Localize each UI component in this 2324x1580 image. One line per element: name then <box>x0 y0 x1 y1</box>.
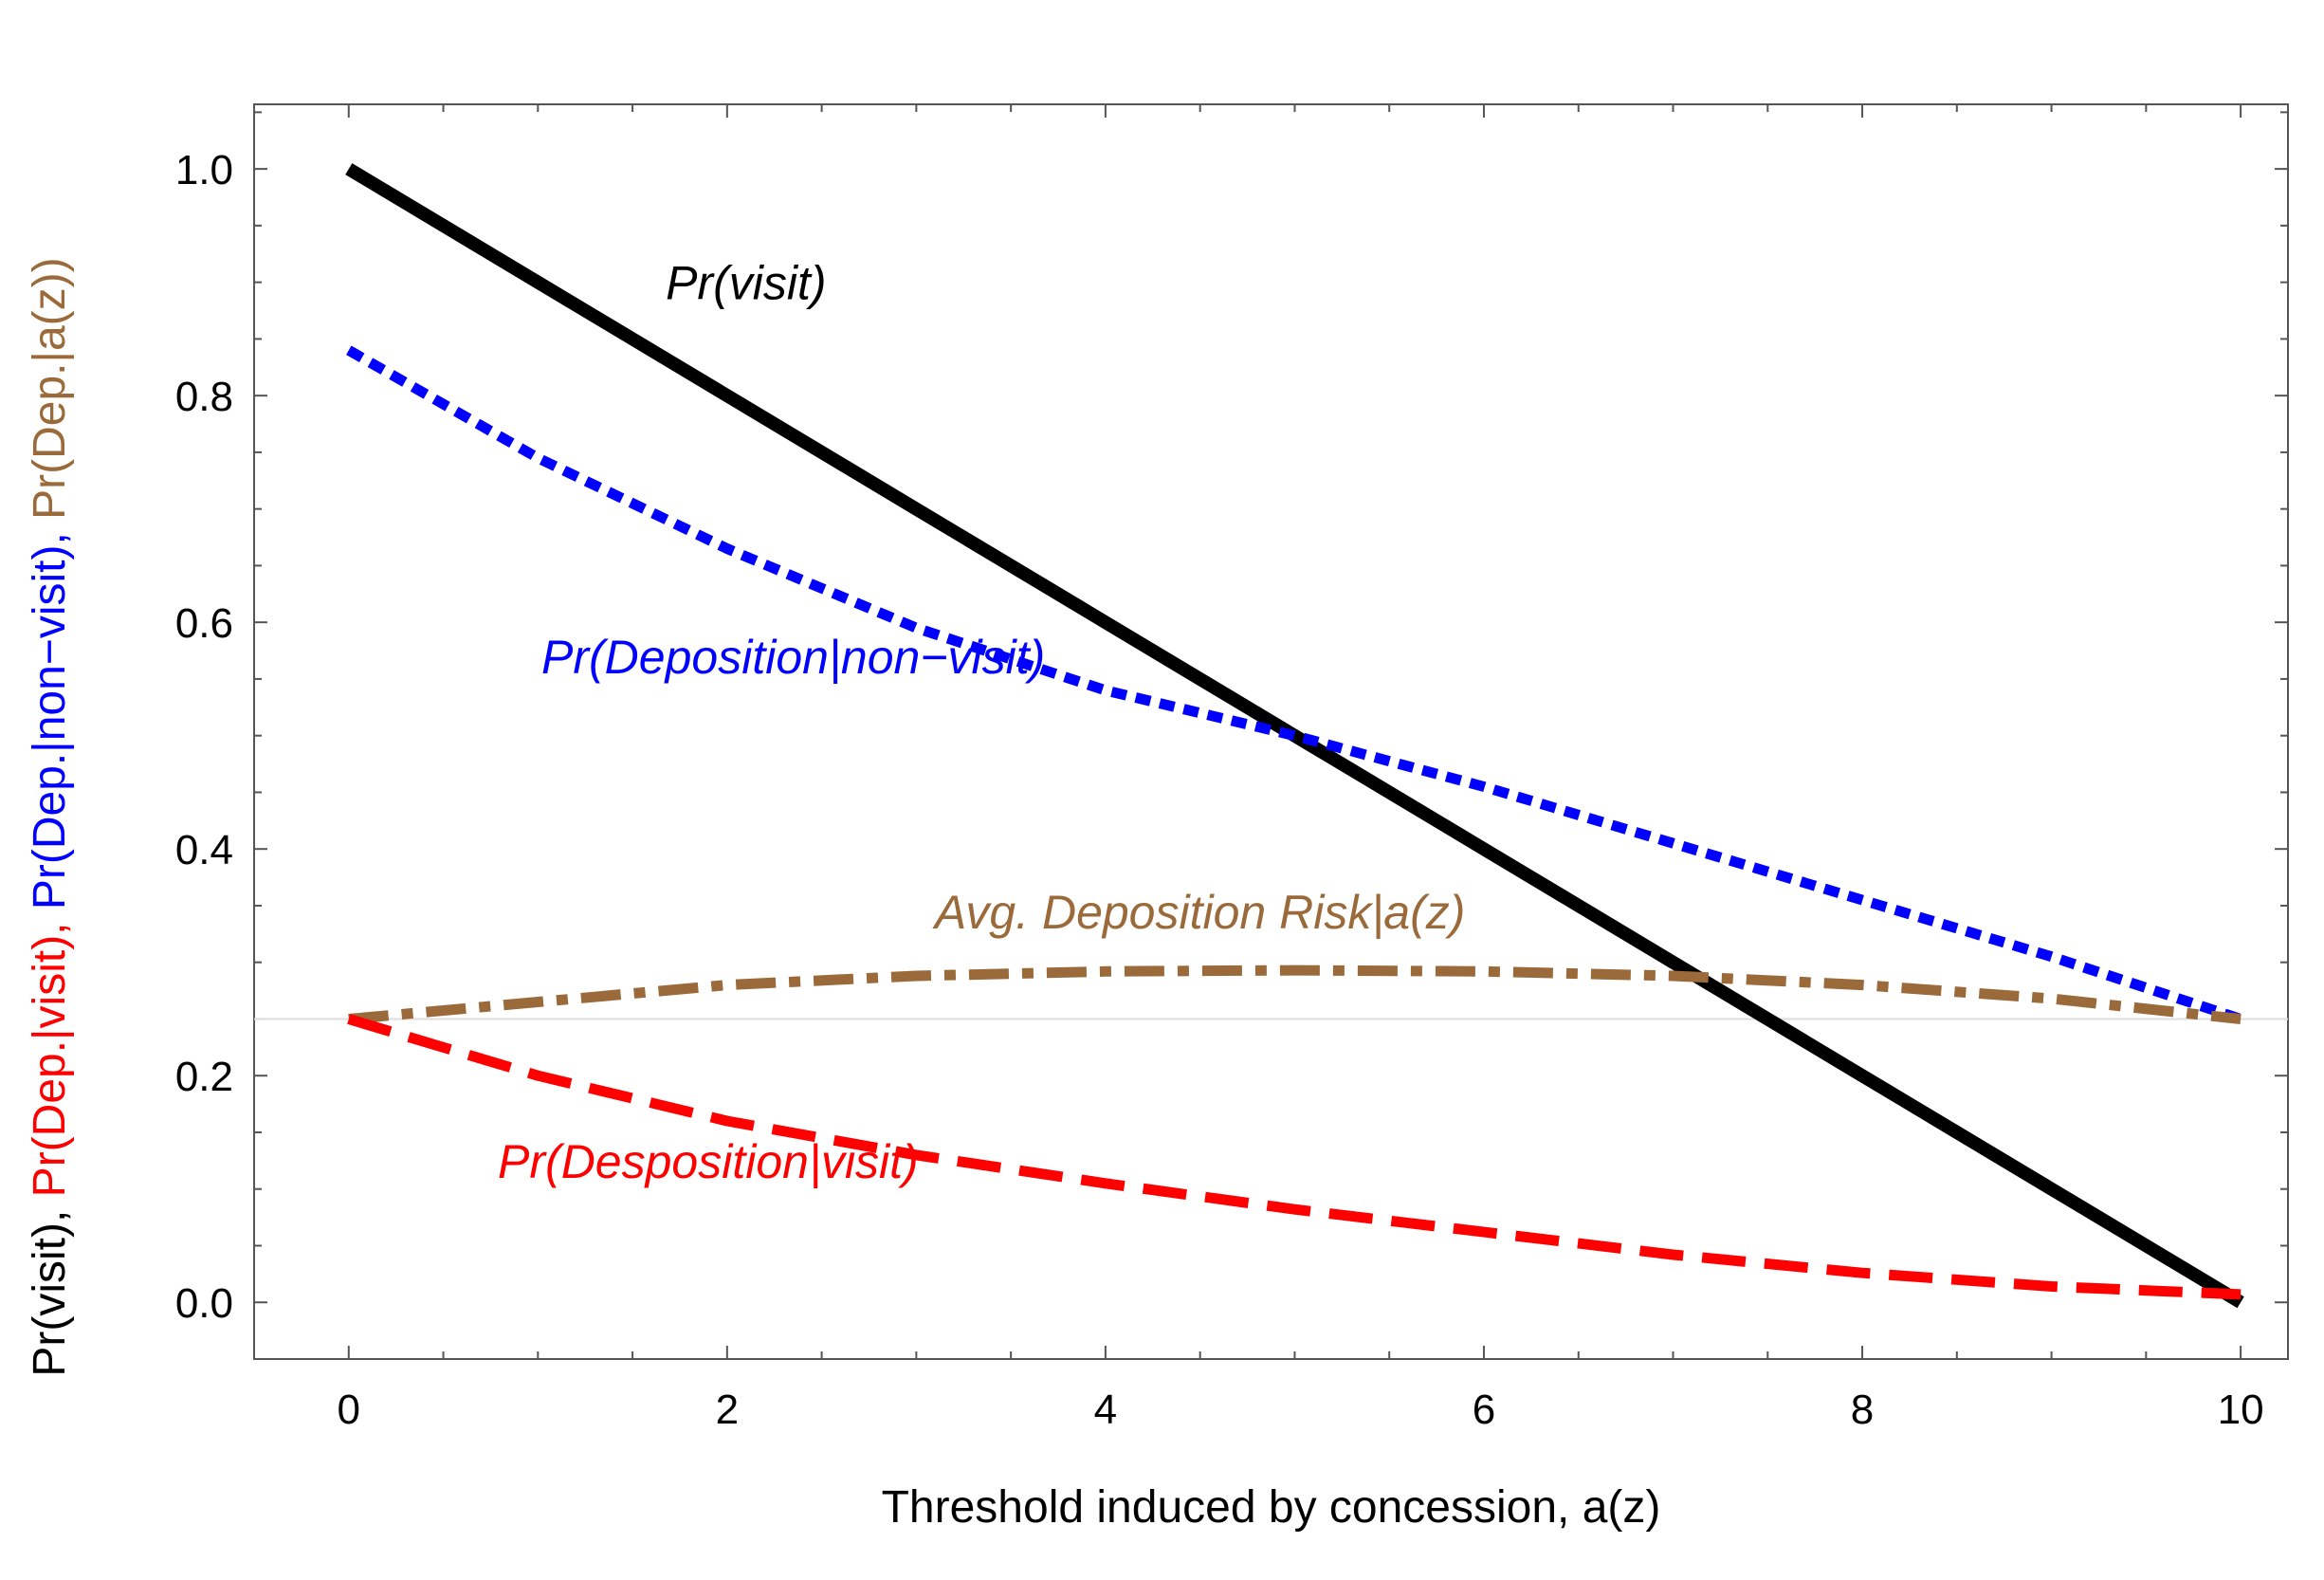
series-line-2 <box>348 965 2242 1024</box>
x-tick-label: 8 <box>1851 1387 1874 1433</box>
y-axis-title-part-1: Pr(Dep.|visit), <box>25 909 75 1197</box>
axis-tick-labels: 0 2 4 6 8 10 0.0 0.2 0.4 0.6 0.8 1.0 <box>175 147 2264 1433</box>
series-annotations: Pr(visit) Pr(Deposition|non−visit) Avg. De… <box>498 257 1465 1189</box>
y-axis-title-part-0: Pr(visit), <box>25 1197 75 1376</box>
y-tick-label: 0.6 <box>175 600 233 647</box>
y-tick-label: 0.0 <box>175 1280 233 1327</box>
series-lines <box>345 163 2244 1309</box>
y-axis-title: Pr(visit), Pr(Dep.|visit), Pr(Dep.|non−v… <box>25 257 75 1376</box>
x-tick-label: 4 <box>1094 1387 1117 1433</box>
y-tick-label: 0.8 <box>175 374 233 420</box>
y-tick-label: 1.0 <box>175 147 233 193</box>
plot-frame <box>253 103 2289 1360</box>
y-axis-title-part-2: Pr(Dep.|non−visit), <box>25 520 75 909</box>
annotation-2: Avg. Deposition Risk|a(z) <box>932 886 1466 940</box>
series-line-1 <box>346 345 2242 1024</box>
annotation-0: Pr(visit) <box>666 257 826 310</box>
x-tick-label: 0 <box>338 1387 360 1433</box>
annotation-3: Pr(Desposition|visit) <box>498 1135 919 1189</box>
series-line-3 <box>347 1014 2242 1300</box>
annotation-1: Pr(Deposition|non−visit) <box>541 631 1045 685</box>
y-axis-title-part-3: Pr(Dep.|a(z)) <box>25 257 75 520</box>
x-axis-title: Threshold induced by concession, a(z) <box>882 1482 1661 1533</box>
series-line-0 <box>345 163 2244 1309</box>
axis-ticks <box>254 104 2288 1360</box>
y-tick-label: 0.2 <box>175 1054 233 1100</box>
y-tick-label: 0.4 <box>175 827 233 873</box>
x-tick-label: 6 <box>1473 1387 1495 1433</box>
x-tick-label: 2 <box>716 1387 739 1433</box>
x-tick-label: 10 <box>2218 1387 2264 1433</box>
